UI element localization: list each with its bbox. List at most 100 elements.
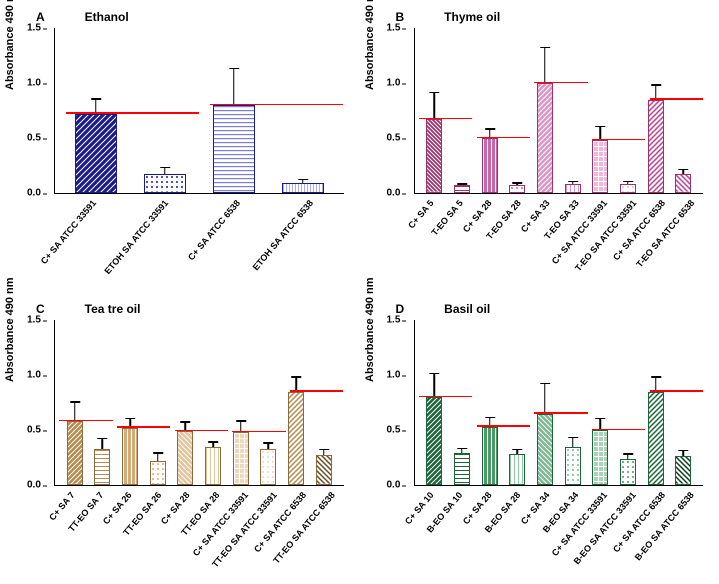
bar <box>559 447 587 486</box>
error-bar <box>572 437 574 447</box>
x-labels: C+ SA 5T-EO SA 5C+ SA 28T-EO SA 28C+ SA … <box>414 194 704 286</box>
y-axis-label: Absorbance 490 nm <box>4 277 16 382</box>
error-bar <box>434 92 436 120</box>
panel-B: BThyme oilAbsorbance 490 nm0.00.51.01.5C… <box>360 0 719 292</box>
x-tick-label: C+ SA 5 <box>406 198 435 230</box>
bar <box>503 454 531 485</box>
reference-line <box>290 390 343 392</box>
reference-line <box>419 118 472 120</box>
plot-area: 0.00.51.01.5 <box>414 28 704 194</box>
bar <box>614 184 642 193</box>
reference-line <box>66 112 199 114</box>
bar <box>116 428 144 485</box>
bar <box>199 105 268 193</box>
bars-container <box>55 320 344 485</box>
bar <box>559 184 587 193</box>
y-tick: 1.0 <box>27 78 41 89</box>
panel-title: Thyme oil <box>444 10 500 24</box>
reference-line <box>592 429 645 431</box>
reference-line <box>117 426 170 428</box>
reference-line <box>210 104 343 106</box>
x-tick-label: C+ SA ATCC 6538 <box>611 490 667 554</box>
bar <box>476 138 504 193</box>
bar <box>61 114 130 193</box>
bar <box>586 140 614 193</box>
bars-container <box>415 28 704 193</box>
reference-line <box>592 139 645 141</box>
bar <box>669 174 697 193</box>
y-tick: 0.0 <box>27 480 41 491</box>
x-tick-label: C+ SA ATCC 33591 <box>38 198 97 266</box>
y-tick: 0.0 <box>387 480 401 491</box>
y-axis-label: Absorbance 490 nm <box>364 0 376 90</box>
bar <box>448 185 476 193</box>
y-tick: 0.5 <box>387 425 401 436</box>
y-tick: 1.5 <box>27 23 41 34</box>
bar <box>476 427 504 485</box>
y-tick: 0.0 <box>27 188 41 199</box>
y-tick: 1.5 <box>27 315 41 326</box>
error-bar <box>157 452 159 461</box>
y-tick: 0.5 <box>387 133 401 144</box>
x-labels: C+ SA 10B-EO SA 10C+ SA 28B-EO SA 28C+ S… <box>414 486 704 578</box>
bar <box>531 414 559 486</box>
panel-D: DBasil oilAbsorbance 490 nm0.00.51.01.5C… <box>360 292 719 584</box>
bar <box>614 459 642 485</box>
reference-line <box>534 412 587 414</box>
bar <box>282 392 310 486</box>
bar <box>199 447 227 486</box>
x-tick-label: T-EO SA ATCC 6538 <box>634 198 696 269</box>
error-bar <box>74 401 76 421</box>
bar <box>421 397 449 485</box>
bar <box>89 449 117 485</box>
panel-title: Tea tre oil <box>85 302 141 316</box>
error-bar <box>434 373 436 397</box>
reference-line <box>232 431 285 433</box>
x-tick-label: B-EO SA ATCC 6538 <box>633 490 696 562</box>
y-axis-label: Absorbance 490 nm <box>364 277 376 382</box>
panel-title: Basil oil <box>444 302 490 316</box>
bar <box>421 119 449 193</box>
y-tick: 1.0 <box>387 370 401 381</box>
bar <box>586 430 614 485</box>
reference-line <box>477 137 530 139</box>
error-bar <box>682 450 684 457</box>
x-tick-label: C+ SA ATCC 6538 <box>186 198 242 262</box>
bars-container <box>55 28 344 193</box>
reference-line <box>477 425 530 427</box>
bar <box>503 185 531 193</box>
x-tick-label: ETOH SA ATCC 33591 <box>102 198 170 276</box>
bar <box>642 392 670 486</box>
bar <box>642 100 670 194</box>
panel-C: CTea tre oilAbsorbance 490 nm0.00.51.01.… <box>0 292 360 584</box>
y-tick: 1.0 <box>387 78 401 89</box>
x-tick-label: C+ SA ATCC 6538 <box>252 490 308 554</box>
bar <box>268 183 337 193</box>
bars-container <box>415 320 704 485</box>
reference-line <box>59 420 112 422</box>
x-tick-label: C+ SA ATCC 6538 <box>611 198 667 262</box>
error-bar <box>323 449 325 456</box>
bar <box>255 449 283 485</box>
bar <box>172 431 200 485</box>
bar <box>669 456 697 485</box>
bar <box>130 174 199 193</box>
error-bar <box>233 68 235 105</box>
y-tick: 0.5 <box>27 133 41 144</box>
y-tick: 1.5 <box>387 23 401 34</box>
reference-line <box>534 82 587 84</box>
bar <box>227 432 255 485</box>
chart-grid: AEthanolAbsorbance 490 nm0.00.51.01.5C+ … <box>0 0 719 584</box>
reference-line <box>650 390 703 392</box>
x-tick-label: ETOH SA ATCC 6538 <box>250 198 315 272</box>
y-tick: 1.0 <box>27 370 41 381</box>
bar <box>531 83 559 193</box>
error-bar <box>544 47 546 83</box>
plot-area: 0.00.51.01.5 <box>414 320 704 486</box>
bar <box>144 461 172 485</box>
bar <box>310 455 338 485</box>
bar <box>448 453 476 485</box>
y-tick: 0.5 <box>27 425 41 436</box>
error-bar <box>544 383 546 414</box>
plot-area: 0.00.51.01.5 <box>54 28 344 194</box>
